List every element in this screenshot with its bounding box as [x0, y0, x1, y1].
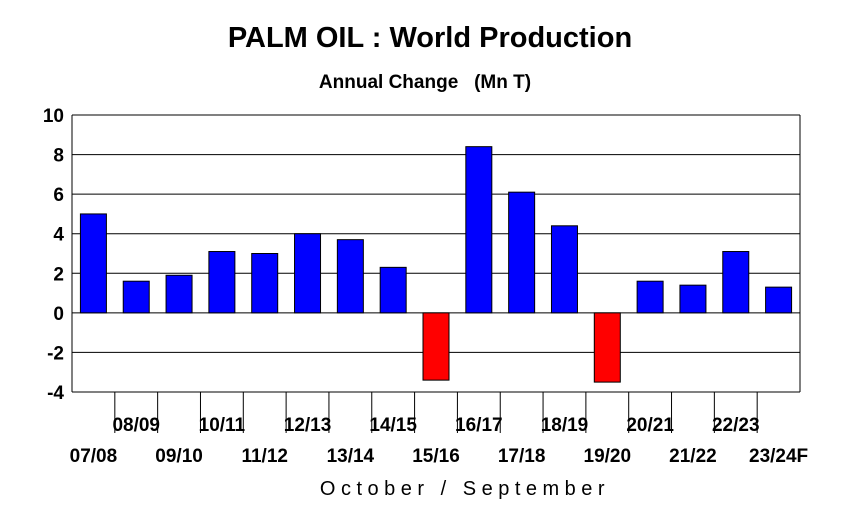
x-tick-label: 18/19: [541, 415, 589, 436]
y-tick-label: 10: [43, 106, 64, 127]
x-tick-label: 19/20: [584, 446, 632, 467]
x-tick-label: 13/14: [327, 446, 375, 467]
y-tick-label: -4: [47, 383, 64, 404]
x-tick-label: 17/18: [498, 446, 546, 467]
bar-17-18: [508, 191, 536, 314]
x-tick-label: 09/10: [155, 446, 203, 467]
bar-19-20: [593, 312, 621, 383]
bar-11-12: [251, 253, 279, 314]
y-tick-label: -2: [47, 343, 64, 364]
x-tick-label: 15/16: [412, 446, 460, 467]
bar-13-14: [336, 239, 364, 314]
x-tick-label: 08/09: [112, 415, 160, 436]
chart-subtitle: Annual Change (Mn T): [319, 72, 531, 93]
bar-15-16: [422, 312, 450, 381]
x-axis-label: October / September: [320, 478, 610, 500]
x-tick-label: 07/08: [70, 446, 118, 467]
bar-08-09: [122, 280, 150, 314]
axes: [71, 115, 801, 433]
bar-18-19: [550, 225, 578, 314]
y-tick-label: 0: [53, 304, 64, 325]
x-tick-label: 22/23: [712, 415, 760, 436]
y-tick-label: 4: [53, 225, 64, 246]
x-tick-label: 20/21: [626, 415, 674, 436]
x-tick-label: 16/17: [455, 415, 503, 436]
y-tick-label: 8: [53, 146, 64, 167]
bar-07-08: [79, 213, 107, 314]
y-tick-labels: 10 8 6 4 2 0 -2 -4: [43, 106, 65, 404]
x-tick-label: 14/15: [369, 415, 417, 436]
x-tick-labels: 07/08 08/09 09/10 10/11 11/12 12/13 13/14 14/15…: [70, 415, 809, 467]
bars: [79, 146, 793, 383]
bar-10-11: [208, 251, 236, 314]
chart-title: PALM OIL : World Production: [228, 22, 632, 54]
x-tick-label: 21/22: [669, 446, 717, 467]
bar-14-15: [379, 266, 407, 314]
bar-20-21: [636, 280, 664, 314]
bar-09-10: [165, 274, 193, 314]
x-tick-label: 10/11: [199, 415, 246, 436]
bar-16-17: [465, 146, 493, 314]
bar-12-13: [294, 233, 322, 314]
bar-23-24f: [765, 286, 793, 314]
x-tick-label: 23/24F: [749, 446, 808, 467]
y-tick-label: 6: [53, 185, 64, 206]
bar-22-23: [722, 251, 750, 314]
bar-21-22: [679, 284, 707, 314]
x-tick-label: 11/12: [241, 446, 288, 467]
x-tick-label: 12/13: [284, 415, 332, 436]
y-tick-label: 2: [53, 264, 64, 285]
